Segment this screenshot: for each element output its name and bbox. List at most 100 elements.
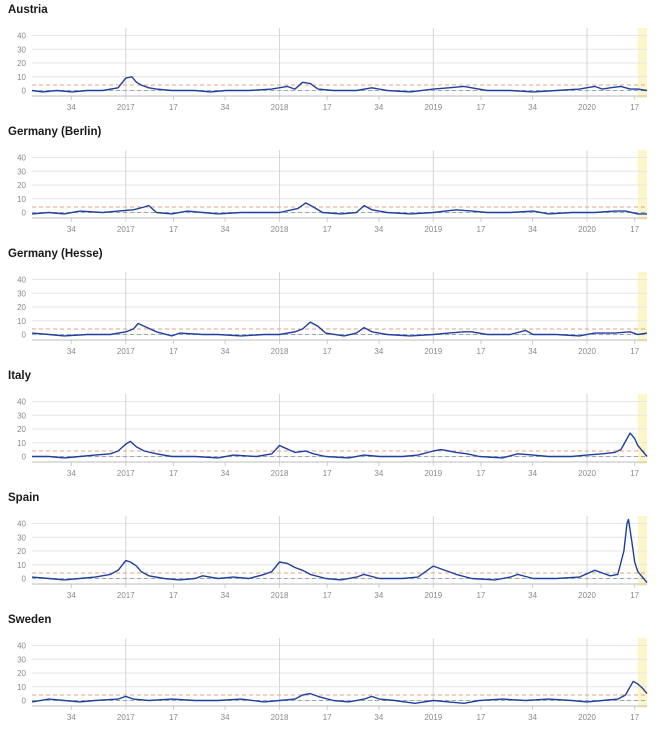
x-tick-label: 34 bbox=[374, 225, 383, 234]
panel-title: Spain bbox=[8, 492, 40, 504]
x-tick-label: 34 bbox=[221, 591, 230, 600]
x-tick-label: 17 bbox=[323, 713, 332, 722]
x-tick-label: 17 bbox=[630, 103, 639, 112]
y-tick-label: 30 bbox=[17, 655, 26, 664]
chart-panel: Germany (Berlin) 0 10 20 30 40 34 2017 17 34 2018 1… bbox=[0, 122, 661, 244]
chart-panel: Austria 0 10 20 30 40 34 2017 17 34 2018 17 34 2019 17… bbox=[0, 0, 661, 122]
x-tick-label: 17 bbox=[169, 591, 178, 600]
y-tick-label: 40 bbox=[17, 276, 26, 285]
x-tick-label: 2020 bbox=[578, 225, 596, 234]
x-tick-label: 34 bbox=[374, 347, 383, 356]
x-tick-label: 17 bbox=[630, 469, 639, 478]
x-tick-label: 17 bbox=[630, 713, 639, 722]
x-tick-label: 17 bbox=[169, 713, 178, 722]
series-line bbox=[31, 680, 648, 704]
x-tick-label: 2017 bbox=[117, 469, 135, 478]
y-tick-label: 10 bbox=[17, 73, 26, 82]
x-tick-label: 34 bbox=[374, 103, 383, 112]
x-tick-label: 17 bbox=[323, 591, 332, 600]
x-tick-label: 2020 bbox=[578, 469, 596, 478]
x-tick-label: 34 bbox=[528, 347, 537, 356]
x-tick-label: 17 bbox=[476, 103, 485, 112]
x-tick-label: 17 bbox=[476, 225, 485, 234]
x-tick-label: 34 bbox=[374, 591, 383, 600]
chart-panel: Spain 0 10 20 30 40 34 2017 17 34 2018 17 34 2019 17 34… bbox=[0, 488, 661, 610]
x-tick-label: 2020 bbox=[578, 591, 596, 600]
x-tick-label: 34 bbox=[221, 347, 230, 356]
x-tick-label: 34 bbox=[67, 225, 76, 234]
y-tick-label: 10 bbox=[17, 317, 26, 326]
chart-svg: 0 10 20 30 40 34 2017 17 34 2018 17 34 2019 17 34 2020 1… bbox=[17, 272, 648, 356]
y-tick-label: 30 bbox=[17, 533, 26, 542]
x-tick-label: 34 bbox=[67, 469, 76, 478]
chart-svg: 0 10 20 30 40 34 2017 17 34 2018 17 34 2019 17 34 2020 1… bbox=[17, 394, 648, 478]
y-tick-label: 20 bbox=[17, 181, 26, 190]
x-tick-label: 17 bbox=[476, 713, 485, 722]
x-tick-label: 34 bbox=[528, 225, 537, 234]
y-tick-label: 10 bbox=[17, 195, 26, 204]
x-tick-label: 17 bbox=[323, 469, 332, 478]
x-tick-label: 2019 bbox=[424, 591, 442, 600]
x-tick-label: 2017 bbox=[117, 347, 135, 356]
x-tick-label: 2019 bbox=[424, 347, 442, 356]
y-tick-label: 40 bbox=[17, 32, 26, 41]
x-tick-label: 2019 bbox=[424, 225, 442, 234]
panel-title: Austria bbox=[8, 4, 48, 16]
y-tick-label: 10 bbox=[17, 439, 26, 448]
x-tick-label: 34 bbox=[528, 469, 537, 478]
y-tick-label: 0 bbox=[22, 453, 27, 462]
y-tick-label: 30 bbox=[17, 411, 26, 420]
x-tick-label: 2019 bbox=[424, 713, 442, 722]
x-tick-label: 2017 bbox=[117, 591, 135, 600]
y-tick-label: 10 bbox=[17, 683, 26, 692]
x-tick-label: 2018 bbox=[271, 713, 289, 722]
y-tick-label: 0 bbox=[22, 209, 27, 218]
x-tick-label: 2020 bbox=[578, 713, 596, 722]
series-line bbox=[32, 432, 648, 459]
series-line bbox=[31, 321, 648, 337]
x-tick-label: 2018 bbox=[271, 103, 289, 112]
x-tick-label: 2020 bbox=[578, 347, 596, 356]
x-tick-label: 17 bbox=[630, 225, 639, 234]
x-tick-label: 2018 bbox=[271, 591, 289, 600]
x-tick-label: 2017 bbox=[117, 713, 135, 722]
x-tick-label: 17 bbox=[476, 469, 485, 478]
x-tick-label: 17 bbox=[169, 225, 178, 234]
y-tick-label: 40 bbox=[17, 154, 26, 163]
x-tick-label: 17 bbox=[476, 591, 485, 600]
y-tick-label: 40 bbox=[17, 642, 26, 651]
x-tick-label: 34 bbox=[528, 591, 537, 600]
chart-panel: Germany (Hesse) 0 10 20 30 40 34 2017 17 34 2018 17… bbox=[0, 244, 661, 366]
y-tick-label: 40 bbox=[17, 520, 26, 529]
x-tick-label: 34 bbox=[221, 713, 230, 722]
panel-title: Germany (Berlin) bbox=[8, 126, 102, 138]
x-tick-label: 34 bbox=[67, 591, 76, 600]
x-tick-label: 34 bbox=[67, 347, 76, 356]
x-tick-label: 34 bbox=[67, 103, 76, 112]
panel-title: Italy bbox=[8, 370, 32, 382]
y-tick-label: 20 bbox=[17, 669, 26, 678]
x-tick-label: 34 bbox=[374, 713, 383, 722]
chart-panel: Sweden 0 10 20 30 40 34 2017 17 34 2018 17 34 2019 17 3… bbox=[0, 610, 661, 732]
y-tick-label: 20 bbox=[17, 547, 26, 556]
y-tick-label: 40 bbox=[17, 398, 26, 407]
x-tick-label: 17 bbox=[169, 347, 178, 356]
x-tick-label: 34 bbox=[67, 713, 76, 722]
x-tick-label: 34 bbox=[374, 469, 383, 478]
chart-panel: Italy 0 10 20 30 40 34 2017 17 34 2018 17 34 2019 17 34… bbox=[0, 366, 661, 488]
y-tick-label: 10 bbox=[17, 561, 26, 570]
panel-title: Germany (Hesse) bbox=[8, 248, 103, 260]
y-tick-label: 20 bbox=[17, 303, 26, 312]
y-tick-label: 30 bbox=[17, 45, 26, 54]
x-tick-label: 2017 bbox=[117, 103, 135, 112]
x-tick-label: 17 bbox=[169, 103, 178, 112]
x-tick-label: 17 bbox=[323, 103, 332, 112]
y-tick-label: 30 bbox=[17, 289, 26, 298]
x-tick-label: 17 bbox=[630, 591, 639, 600]
x-tick-label: 17 bbox=[323, 347, 332, 356]
panel-title: Sweden bbox=[8, 614, 52, 626]
x-tick-label: 34 bbox=[221, 225, 230, 234]
y-tick-label: 0 bbox=[22, 575, 27, 584]
x-tick-label: 2017 bbox=[117, 225, 135, 234]
series-line bbox=[31, 202, 647, 215]
